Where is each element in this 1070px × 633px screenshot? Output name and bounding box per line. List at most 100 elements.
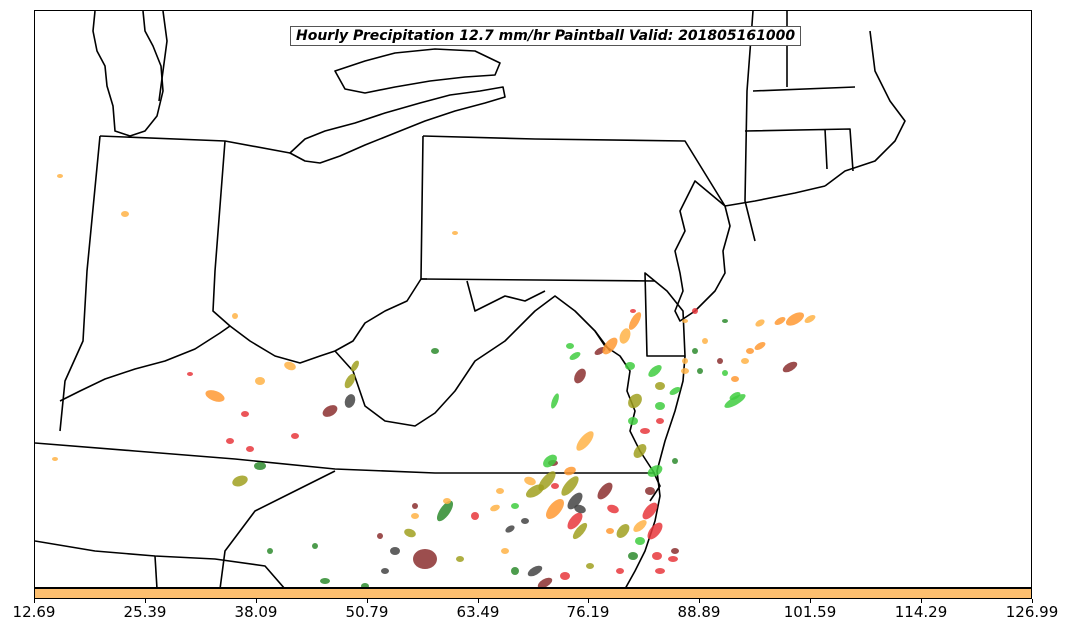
wv-panhandle: [466, 280, 546, 312]
precipitation-blob: [413, 549, 437, 569]
colorbar-tick-mark: [478, 599, 479, 603]
precipitation-blob: [560, 572, 570, 580]
precipitation-blob: [404, 528, 416, 538]
precipitation-blob: [607, 504, 619, 514]
precipitation-blob: [377, 533, 383, 539]
colorbar-tick-label: 38.09: [234, 603, 278, 621]
precipitation-blob: [511, 567, 519, 575]
precipitation-blob: [628, 312, 642, 330]
precipitation-blob: [543, 454, 557, 468]
precipitation-blob: [692, 308, 698, 314]
precipitation-blob: [566, 343, 574, 349]
precipitation-blob: [642, 502, 658, 520]
precipitation-blob: [551, 483, 559, 489]
precipitation-blob: [671, 548, 679, 554]
precipitation-blob: [443, 498, 451, 504]
precipitation-blob: [652, 552, 662, 560]
precipitation-blob: [635, 537, 645, 545]
precipitation-blob: [722, 370, 728, 376]
precipitation-blob: [722, 319, 728, 323]
ohio-river: [59, 278, 422, 402]
colorbar-tick-label: 25.39: [123, 603, 167, 621]
precipitation-blob: [625, 362, 635, 370]
state-border-ny-east: [744, 11, 756, 242]
precipitation-blob: [344, 394, 356, 408]
precipitation-blob: [496, 488, 504, 494]
precipitation-blob: [501, 548, 509, 554]
precipitation-blob: [655, 568, 665, 574]
precipitation-blob: [628, 417, 638, 425]
precipitation-blob: [774, 317, 786, 325]
precipitation-blob: [648, 365, 662, 377]
precipitation-blob: [586, 563, 594, 569]
lake-michigan-east: [158, 11, 168, 102]
state-border-sc: [154, 555, 158, 587]
precipitation-blob: [505, 525, 515, 533]
precipitation-blob: [681, 368, 689, 374]
state-border-ky-tn: [35, 442, 655, 474]
precipitation-blob: [602, 337, 618, 355]
precipitation-blob: [616, 524, 630, 538]
precipitation-blob: [633, 444, 647, 458]
state-border-oh-pa: [420, 135, 427, 280]
colorbar-tick-mark: [921, 599, 922, 603]
precipitation-blob: [524, 476, 536, 486]
precipitation-blob: [431, 348, 439, 354]
precipitation-blob: [255, 377, 265, 385]
colorbar-tick-label: 50.79: [345, 603, 389, 621]
precipitation-blob: [633, 520, 647, 532]
precipitation-blob: [254, 462, 266, 470]
precipitation-blob: [804, 315, 816, 323]
precipitation-blob: [731, 376, 739, 382]
precipitation-blob: [322, 405, 338, 417]
precipitation-blob: [390, 547, 400, 555]
state-border-pa-md: [420, 278, 656, 282]
precipitation-blob: [312, 543, 318, 549]
state-border-va-nc: [219, 470, 336, 587]
state-border-ny-pa: [422, 135, 726, 207]
colorbar-tick-label: 114.29: [894, 603, 948, 621]
atlantic-coast: [625, 355, 686, 587]
precipitation-blob: [232, 475, 248, 487]
precipitation-blob: [572, 522, 588, 540]
precipitation-blob: [668, 556, 678, 562]
colorbar-tick-mark: [367, 599, 368, 603]
precipitation-blob: [569, 352, 581, 360]
colorbar-tick-label: 12.69: [12, 603, 56, 621]
precipitation-blob: [576, 431, 594, 451]
precipitation-blob: [672, 458, 678, 464]
precipitation-blob: [52, 457, 58, 461]
long-island-sound: [724, 185, 826, 207]
precipitation-blob: [267, 548, 273, 554]
precipitation-blob: [525, 484, 545, 498]
precipitation-blob: [606, 528, 614, 534]
colorbar-tick-mark: [588, 599, 589, 603]
precipitation-blob: [729, 392, 741, 400]
colorbar-tick-mark: [145, 599, 146, 603]
precipitation-blob: [682, 358, 688, 364]
colorbar-tick-mark: [699, 599, 700, 603]
precipitation-blob: [241, 411, 249, 417]
precipitation-blob: [567, 512, 583, 530]
precipitation-blob: [381, 568, 389, 574]
precipitation-blob: [645, 487, 655, 495]
precipitation-blob: [291, 433, 299, 439]
precipitation-paintball-layer: [52, 174, 816, 587]
lake-ontario-shore: [334, 48, 501, 94]
precipitation-blob: [656, 418, 664, 424]
precipitation-blob: [564, 466, 576, 476]
precipitation-blob: [57, 174, 63, 178]
precipitation-blob: [471, 512, 479, 520]
precipitation-blob: [574, 368, 586, 384]
precipitation-blob: [692, 348, 698, 354]
colorbar-tick-mark: [34, 599, 35, 603]
precipitation-blob: [121, 211, 129, 217]
precipitation-blob: [187, 372, 193, 376]
precipitation-blob: [361, 583, 369, 587]
precipitation-blob: [755, 319, 765, 327]
precipitation-blob: [436, 500, 454, 522]
precipitation-blob: [411, 513, 419, 519]
precipitation-blob: [628, 393, 642, 409]
new-jersey-outline: [674, 180, 731, 322]
precipitation-blob: [511, 503, 519, 509]
